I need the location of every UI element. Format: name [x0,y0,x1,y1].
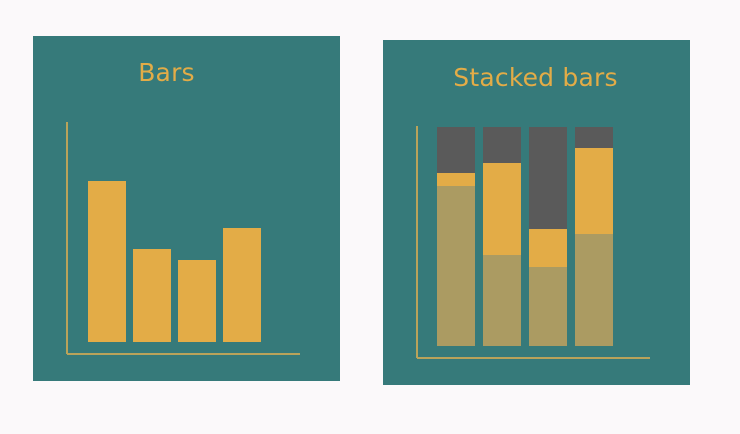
stack-segment-bottom [437,186,475,346]
stack-segment-middle [437,173,475,186]
chart-title: Stacked bars [453,63,618,92]
stack-segment-bottom [483,255,521,346]
bar [178,260,216,342]
stack-segment-top [483,127,521,163]
bar [88,181,126,342]
stack-segment-middle [483,163,521,255]
stack-segment-bottom [529,267,567,346]
stack-segment-middle [529,229,567,267]
stack-segment-top [575,127,613,148]
stack-segment-top [437,127,475,173]
bar [133,249,171,342]
stacked-bars-chart [416,126,650,359]
bar [223,228,261,342]
chart-title: Bars [138,58,195,87]
stacked-bars-chart-panel: Stacked bars [383,40,690,385]
bars-chart [66,122,300,355]
stack-segment-bottom [575,234,613,346]
bars-chart-panel: Bars [33,36,340,381]
stack-segment-middle [575,148,613,234]
stack-segment-top [529,127,567,229]
